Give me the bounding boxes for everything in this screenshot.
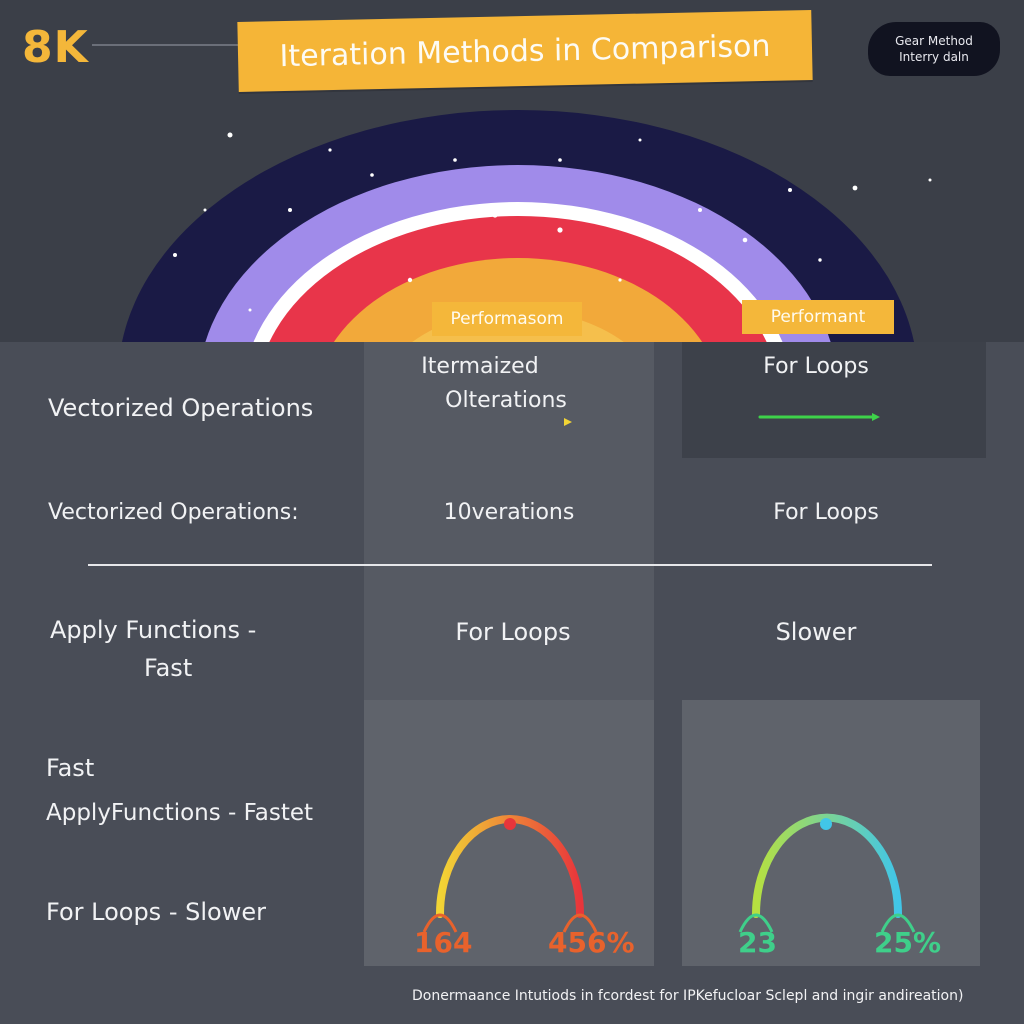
corner-badge: Gear Method Interry daln [868,22,1000,76]
row2-left-label: Vectorized Operations: [48,500,299,525]
row3-left-line2: Fast [144,654,193,682]
row3-right-label: Slower [775,618,857,646]
row3-left-line1: Apply Functions - [50,616,257,644]
page-title: Iteration Methods in Comparison [279,28,771,74]
row1-right-label: For Loops [763,354,869,379]
right-column-header-bg [682,342,986,458]
row4-left-line3: For Loops - Slower [46,898,266,926]
gauge-right-arc [752,813,902,918]
row4-left-line2: ApplyFunctions - Fastet [46,800,314,826]
gauge-right-hook-right [880,913,916,933]
gauge-right-hook-left [738,913,774,933]
row2-right-label: For Loops [773,500,879,525]
gauge-right-value-left: 23 [738,926,777,959]
logo-8k: 8K [22,22,89,73]
gauge-right-value-right: 25% [874,926,942,959]
row4-left-line1: Fast [46,754,95,782]
gauge-left-arc [436,815,584,918]
performance-pill-left: Performasom [432,302,582,336]
gauge-right [738,813,916,933]
badge-line-2: Interry daln [899,50,969,64]
row1-mid-accent-line [430,418,572,426]
table-divider [88,564,932,566]
gauge-left-hook-left [422,913,458,933]
sparkles [173,132,932,312]
gauge-left-needle-dot [504,818,516,830]
gauge-right-needle-dot [820,818,832,830]
middle-column-bg [364,342,654,702]
badge-line-1: Gear Method [895,34,973,48]
gauge-left-value-left: 164 [414,926,473,959]
gauge-left-hook-right [562,913,598,933]
row1-mid-line2: Olterations [445,388,567,413]
footer-note: Donermaance Intutiods in fcordest for IP… [412,988,964,1004]
row1-mid-line1: Itermaized [421,354,539,379]
gauge-left-value-right: 456% [548,926,635,959]
gauge-left [422,815,598,933]
performance-pill-right: Performant [742,300,894,334]
row3-mid-label: For Loops [455,618,571,646]
arc-orange [333,258,703,342]
header-rule [92,44,252,46]
gauge-panel-left [364,700,654,966]
rainbow-illustration [122,110,932,342]
gauge-panel-right [682,700,980,966]
row2-mid-label: 10verations [443,500,575,525]
row1-right-accent-line [758,413,880,421]
row1-left-label: Vectorized Operations [48,394,314,422]
